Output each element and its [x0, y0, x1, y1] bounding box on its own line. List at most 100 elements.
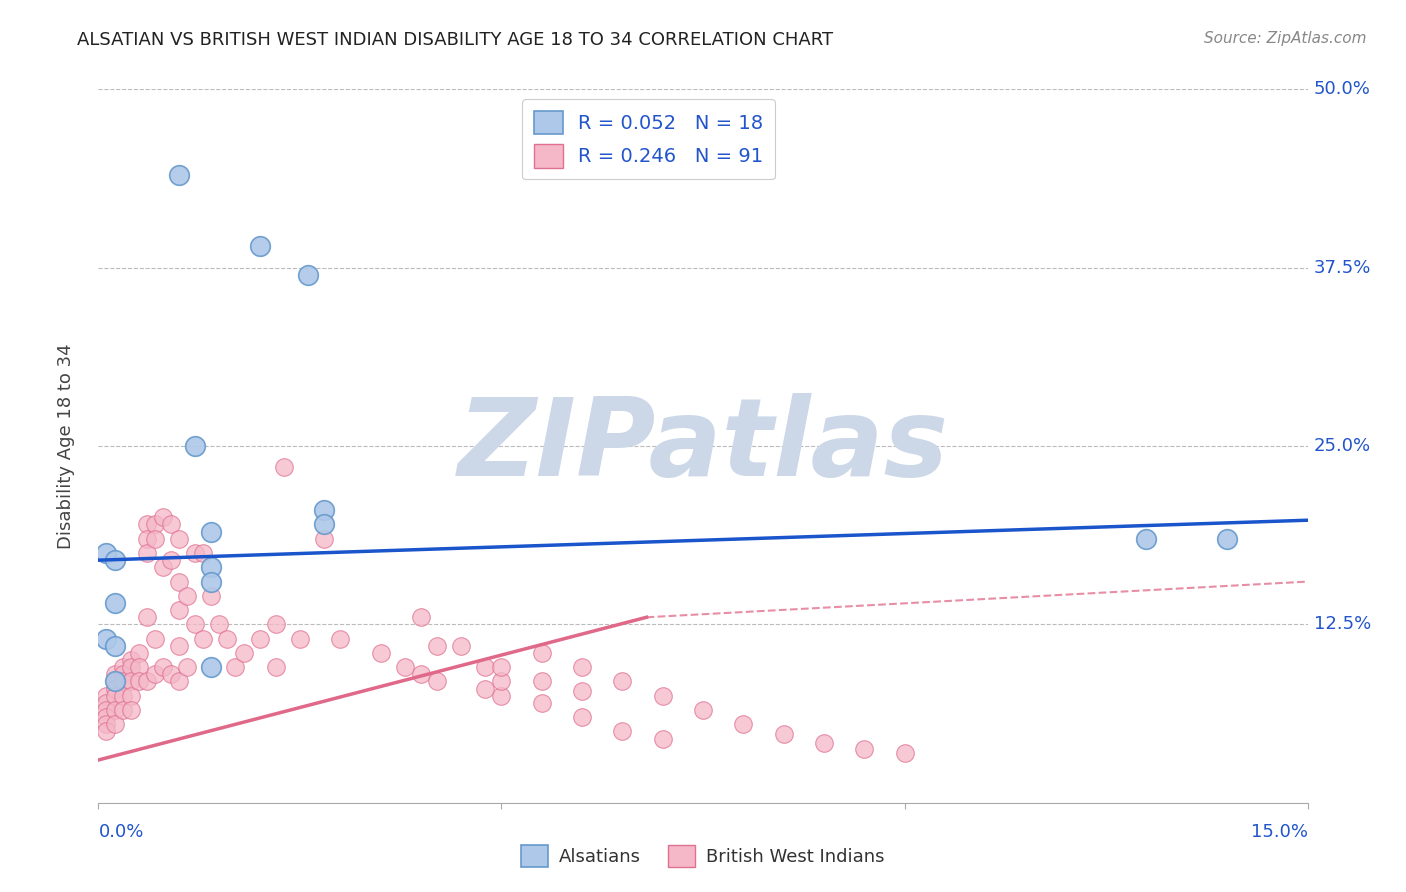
Text: 25.0%: 25.0% — [1313, 437, 1371, 455]
Text: 50.0%: 50.0% — [1313, 80, 1371, 98]
Point — [111, 667, 134, 681]
Point — [409, 610, 432, 624]
Point — [200, 660, 222, 674]
Point — [135, 517, 157, 532]
Point — [200, 560, 222, 574]
Point — [426, 674, 449, 689]
Point — [893, 746, 915, 760]
Point — [160, 553, 183, 567]
Point — [103, 681, 125, 696]
Text: ALSATIAN VS BRITISH WEST INDIAN DISABILITY AGE 18 TO 34 CORRELATION CHART: ALSATIAN VS BRITISH WEST INDIAN DISABILI… — [77, 31, 834, 49]
Point — [96, 689, 118, 703]
Text: 12.5%: 12.5% — [1313, 615, 1371, 633]
Point — [167, 574, 190, 589]
Point — [103, 639, 125, 653]
Point — [143, 532, 166, 546]
Point — [193, 632, 215, 646]
Point — [571, 710, 593, 724]
Point — [176, 660, 198, 674]
Y-axis label: Disability Age 18 to 34: Disability Age 18 to 34 — [56, 343, 75, 549]
Point — [167, 603, 190, 617]
Point — [96, 710, 118, 724]
Point — [1216, 532, 1239, 546]
Point — [135, 546, 157, 560]
Point — [651, 731, 673, 746]
Point — [135, 532, 157, 546]
Point — [314, 517, 336, 532]
Point — [329, 632, 352, 646]
Text: Source: ZipAtlas.com: Source: ZipAtlas.com — [1204, 31, 1367, 46]
Point — [152, 560, 174, 574]
Point — [120, 674, 142, 689]
Point — [249, 239, 271, 253]
Point — [103, 674, 125, 689]
Point — [491, 689, 513, 703]
Text: ZIPatlas: ZIPatlas — [457, 393, 949, 499]
Point — [103, 553, 125, 567]
Point — [143, 632, 166, 646]
Point — [184, 439, 207, 453]
Point — [264, 617, 287, 632]
Point — [370, 646, 392, 660]
Point — [128, 674, 150, 689]
Point — [120, 653, 142, 667]
Point — [176, 589, 198, 603]
Point — [135, 610, 157, 624]
Point — [103, 667, 125, 681]
Point — [96, 632, 118, 646]
Point — [208, 617, 231, 632]
Point — [612, 674, 634, 689]
Point — [120, 689, 142, 703]
Point — [249, 632, 271, 646]
Point — [232, 646, 254, 660]
Point — [314, 532, 336, 546]
Point — [200, 574, 222, 589]
Point — [314, 503, 336, 517]
Point — [167, 674, 190, 689]
Point — [96, 703, 118, 717]
Point — [733, 717, 755, 731]
Point — [224, 660, 246, 674]
Point — [264, 660, 287, 674]
Point — [184, 546, 207, 560]
Point — [103, 689, 125, 703]
Legend: Alsatians, British West Indians: Alsatians, British West Indians — [515, 838, 891, 874]
Point — [474, 681, 496, 696]
Point — [111, 689, 134, 703]
Point — [813, 736, 835, 750]
Point — [200, 524, 222, 539]
Point — [128, 646, 150, 660]
Point — [167, 168, 190, 182]
Point — [530, 646, 553, 660]
Point — [1135, 532, 1157, 546]
Point — [135, 674, 157, 689]
Point — [651, 689, 673, 703]
Point — [288, 632, 311, 646]
Point — [409, 667, 432, 681]
Point — [426, 639, 449, 653]
Point — [491, 660, 513, 674]
Point — [111, 703, 134, 717]
Point — [143, 667, 166, 681]
Point — [111, 674, 134, 689]
Point — [143, 517, 166, 532]
Point — [152, 660, 174, 674]
Point — [103, 596, 125, 610]
Point — [160, 517, 183, 532]
Point — [103, 717, 125, 731]
Point — [96, 724, 118, 739]
Point — [120, 703, 142, 717]
Point — [96, 546, 118, 560]
Point — [96, 717, 118, 731]
Point — [167, 639, 190, 653]
Point — [450, 639, 472, 653]
Point — [692, 703, 714, 717]
Point — [217, 632, 239, 646]
Point — [96, 696, 118, 710]
Point — [160, 667, 183, 681]
Point — [772, 727, 794, 741]
Point — [571, 660, 593, 674]
Point — [571, 684, 593, 698]
Point — [853, 741, 876, 756]
Point — [200, 589, 222, 603]
